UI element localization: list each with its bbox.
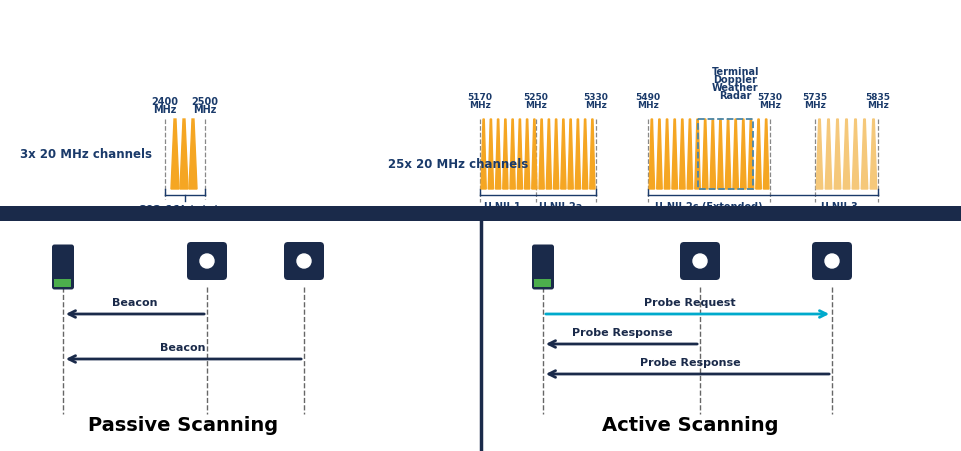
Polygon shape <box>732 120 738 189</box>
Circle shape <box>825 254 838 268</box>
Text: MHz: MHz <box>758 101 780 110</box>
Polygon shape <box>664 120 669 189</box>
Text: U-NII-1: U-NII-1 <box>482 202 520 212</box>
Polygon shape <box>694 120 700 189</box>
Text: 802.11b/g/n/ax: 802.11b/g/n/ax <box>138 205 232 215</box>
Text: 3x 20 MHz channels: 3x 20 MHz channels <box>20 148 152 161</box>
Polygon shape <box>755 120 760 189</box>
Polygon shape <box>649 120 653 189</box>
Polygon shape <box>671 120 677 189</box>
Text: 5730: 5730 <box>756 93 781 102</box>
Text: 5735: 5735 <box>801 93 826 102</box>
Polygon shape <box>531 120 536 189</box>
Text: 5170: 5170 <box>467 93 492 102</box>
Text: Passive Scanning: Passive Scanning <box>87 415 278 434</box>
Text: U-NII-2a: U-NII-2a <box>537 202 581 212</box>
Text: MHz: MHz <box>193 105 216 115</box>
Text: 5835: 5835 <box>865 93 890 102</box>
Polygon shape <box>816 120 822 189</box>
Polygon shape <box>825 120 831 189</box>
Text: U-NII-2c (Extended): U-NII-2c (Extended) <box>654 202 762 212</box>
Text: 25x 20 MHz channels: 25x 20 MHz channels <box>387 158 528 171</box>
Text: 802.11a/n/ac/ax: 802.11a/n/ac/ax <box>493 210 586 220</box>
Text: Beacon: Beacon <box>160 342 206 352</box>
Polygon shape <box>702 120 707 189</box>
Bar <box>698 120 752 189</box>
Text: 5330: 5330 <box>583 93 607 102</box>
Text: (not in ETSI): (not in ETSI) <box>817 210 886 220</box>
FancyBboxPatch shape <box>679 243 719 281</box>
Polygon shape <box>763 120 768 189</box>
FancyBboxPatch shape <box>186 243 227 281</box>
Polygon shape <box>180 120 187 189</box>
Text: MHz: MHz <box>584 101 606 110</box>
Text: MHz: MHz <box>469 101 490 110</box>
Bar <box>534 279 551 287</box>
Polygon shape <box>843 120 849 189</box>
Polygon shape <box>509 120 515 189</box>
Polygon shape <box>553 120 558 189</box>
Text: U-NII-3: U-NII-3 <box>819 202 857 212</box>
Text: Weather: Weather <box>711 83 758 93</box>
Circle shape <box>200 254 213 268</box>
Polygon shape <box>188 120 197 189</box>
Polygon shape <box>575 120 579 189</box>
Text: Doppler: Doppler <box>713 75 756 85</box>
Text: 2400: 2400 <box>151 97 179 107</box>
Polygon shape <box>725 120 730 189</box>
Text: Beacon: Beacon <box>112 297 158 307</box>
Bar <box>0 207 961 221</box>
FancyBboxPatch shape <box>531 245 554 290</box>
Polygon shape <box>171 120 179 189</box>
Text: 2500: 2500 <box>191 97 218 107</box>
Polygon shape <box>538 120 544 189</box>
Text: Probe Response: Probe Response <box>639 357 740 367</box>
Circle shape <box>297 254 310 268</box>
Polygon shape <box>589 120 594 189</box>
Polygon shape <box>740 120 746 189</box>
Text: MHz: MHz <box>636 101 658 110</box>
Polygon shape <box>495 120 501 189</box>
Polygon shape <box>678 120 684 189</box>
Circle shape <box>692 254 706 268</box>
Text: MHz: MHz <box>803 101 825 110</box>
Polygon shape <box>546 120 551 189</box>
Polygon shape <box>717 120 723 189</box>
Polygon shape <box>503 120 507 189</box>
Polygon shape <box>582 120 587 189</box>
Text: Radar: Radar <box>719 91 751 101</box>
Polygon shape <box>656 120 661 189</box>
Polygon shape <box>851 120 858 189</box>
Polygon shape <box>480 120 485 189</box>
Text: MHz: MHz <box>866 101 888 110</box>
Polygon shape <box>870 120 875 189</box>
Polygon shape <box>833 120 840 189</box>
FancyBboxPatch shape <box>52 245 74 290</box>
Polygon shape <box>517 120 522 189</box>
Text: 5250: 5250 <box>523 93 548 102</box>
Text: Terminal: Terminal <box>711 67 758 77</box>
FancyBboxPatch shape <box>811 243 851 281</box>
Text: Active Scanning: Active Scanning <box>602 415 777 434</box>
Polygon shape <box>560 120 565 189</box>
Text: Probe Response: Probe Response <box>571 327 672 337</box>
Polygon shape <box>686 120 692 189</box>
Text: 5490: 5490 <box>635 93 660 102</box>
Polygon shape <box>748 120 752 189</box>
Polygon shape <box>488 120 493 189</box>
Bar <box>55 279 71 287</box>
FancyBboxPatch shape <box>283 243 324 281</box>
Polygon shape <box>709 120 715 189</box>
Text: MHz: MHz <box>525 101 546 110</box>
Polygon shape <box>567 120 573 189</box>
Text: Probe Request: Probe Request <box>644 297 735 307</box>
Polygon shape <box>524 120 530 189</box>
Text: MHz: MHz <box>153 105 177 115</box>
Polygon shape <box>860 120 867 189</box>
